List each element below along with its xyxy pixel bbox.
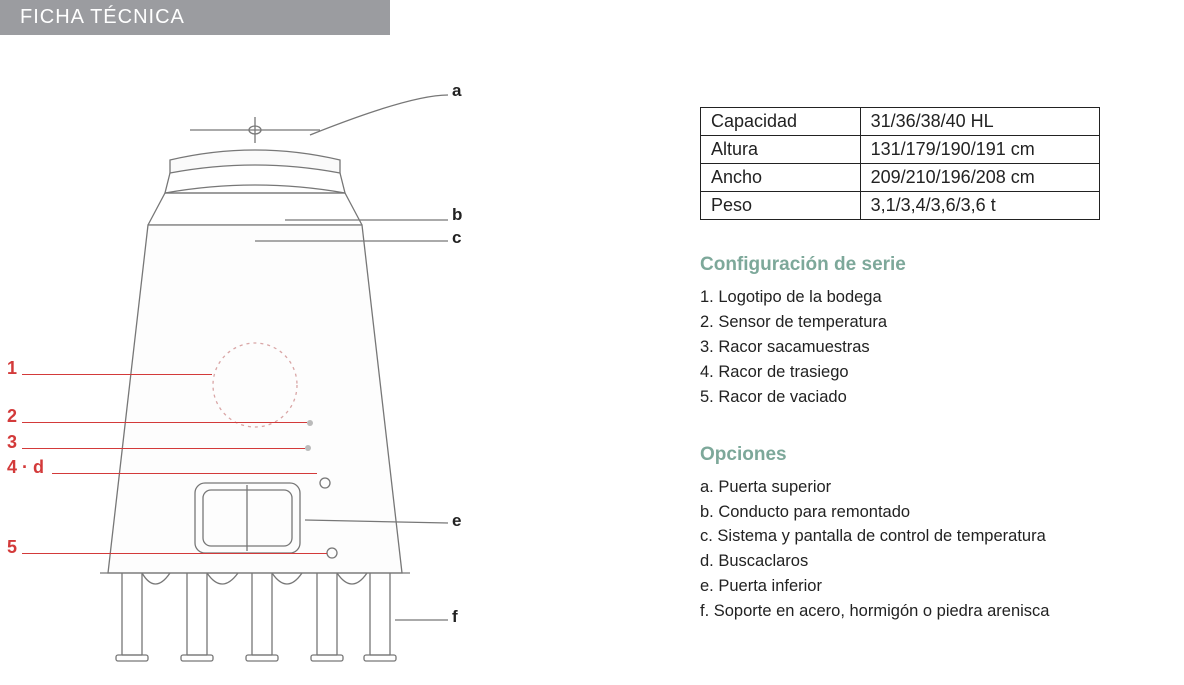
table-row: Peso3,1/3,4/3,6/3,6 t (701, 192, 1100, 220)
callout-label-a: a (452, 81, 461, 101)
specs-column: Capacidad31/36/38/40 HL Altura131/179/19… (700, 65, 1170, 675)
list-item: f. Soporte en acero, hormigón o piedra a… (700, 600, 1170, 624)
table-row: Ancho209/210/196/208 cm (701, 164, 1100, 192)
tank-schematic (50, 65, 450, 675)
callout-label-3: 3 (7, 432, 17, 453)
table-row: Capacidad31/36/38/40 HL (701, 108, 1100, 136)
leader-line-2 (22, 422, 307, 423)
callout-label-b: b (452, 205, 462, 225)
spec-label: Peso (701, 192, 861, 220)
leader-line-4 (52, 473, 317, 474)
diagram-column: 1 2 3 4 · d 5 a b c e f (0, 65, 480, 675)
callout-label-f: f (452, 607, 458, 627)
list-item: 2. Sensor de temperatura (700, 311, 1170, 335)
spec-value: 131/179/190/191 cm (860, 136, 1099, 164)
header-title: FICHA TÉCNICA (20, 6, 185, 28)
list-item: 3. Racor sacamuestras (700, 336, 1170, 360)
spec-value: 31/36/38/40 HL (860, 108, 1099, 136)
callout-label-c: c (452, 228, 461, 248)
spec-label: Altura (701, 136, 861, 164)
leader-line-1 (22, 374, 212, 375)
series-list: 1. Logotipo de la bodega 2. Sensor de te… (700, 286, 1170, 410)
list-item: a. Puerta superior (700, 476, 1170, 500)
spec-label: Ancho (701, 164, 861, 192)
list-item: e. Puerta inferior (700, 575, 1170, 599)
series-heading: Configuración de serie (700, 254, 1170, 276)
options-heading: Opciones (700, 444, 1170, 466)
options-list: a. Puerta superior b. Conducto para remo… (700, 476, 1170, 625)
header-bar: FICHA TÉCNICA (0, 0, 390, 35)
list-item: c. Sistema y pantalla de control de temp… (700, 525, 1170, 549)
spec-value: 3,1/3,4/3,6/3,6 t (860, 192, 1099, 220)
spec-label: Capacidad (701, 108, 861, 136)
callout-label-2: 2 (7, 406, 17, 427)
list-item: 4. Racor de trasiego (700, 361, 1170, 385)
content-area: 1 2 3 4 · d 5 a b c e f Capacidad31/36/3… (0, 35, 1184, 675)
list-item: b. Conducto para remontado (700, 501, 1170, 525)
callout-label-1: 1 (7, 358, 17, 379)
callout-label-e: e (452, 511, 461, 531)
list-item: d. Buscaclaros (700, 550, 1170, 574)
leader-line-5 (22, 553, 327, 554)
list-item: 5. Racor de vaciado (700, 386, 1170, 410)
specs-table: Capacidad31/36/38/40 HL Altura131/179/19… (700, 107, 1100, 220)
spec-value: 209/210/196/208 cm (860, 164, 1099, 192)
callout-label-5: 5 (7, 537, 17, 558)
table-row: Altura131/179/190/191 cm (701, 136, 1100, 164)
callout-label-4d: 4 · d (7, 457, 44, 478)
leader-line-3 (22, 448, 305, 449)
list-item: 1. Logotipo de la bodega (700, 286, 1170, 310)
tank-schematic-wrap: 1 2 3 4 · d 5 a b c e f (0, 65, 480, 675)
